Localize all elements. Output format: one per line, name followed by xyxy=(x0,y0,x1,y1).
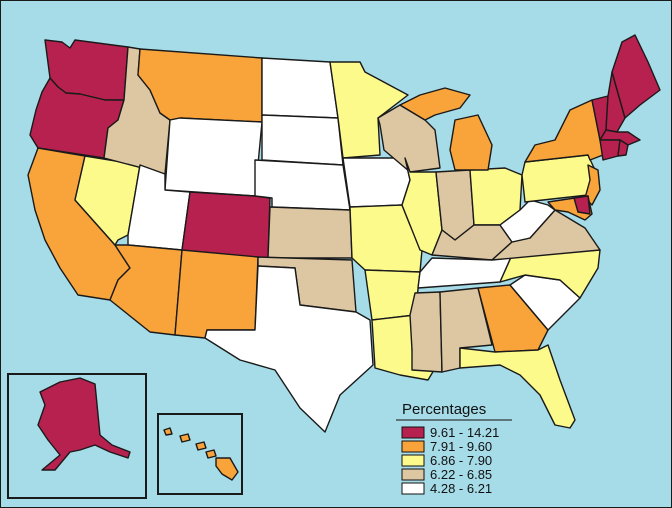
hawaii-inset-frame xyxy=(157,413,243,495)
state-de xyxy=(573,195,591,215)
state-nh xyxy=(605,71,626,133)
legend-swatch-0 xyxy=(401,426,425,439)
state-layer xyxy=(27,34,661,433)
state-tx xyxy=(204,265,374,433)
legend-label-2: 6.86 - 7.90 xyxy=(430,453,492,468)
state-wv xyxy=(499,199,556,243)
state-ga xyxy=(477,284,549,353)
state-hi-2 xyxy=(179,433,191,443)
state-sd xyxy=(261,114,344,166)
legend-label-1: 7.91 - 9.60 xyxy=(430,439,492,454)
legend-swatch-1 xyxy=(401,440,425,453)
legend-label-3: 6.22 - 6.85 xyxy=(430,467,492,482)
state-nj xyxy=(584,164,601,206)
state-ri xyxy=(617,139,629,157)
state-wy xyxy=(164,117,263,197)
state-nd xyxy=(261,57,339,119)
state-me xyxy=(611,34,661,119)
state-co xyxy=(179,191,271,259)
legend-swatch-2 xyxy=(401,454,425,467)
legend-label-4: 4.28 - 6.21 xyxy=(430,481,492,496)
state-mi-upper xyxy=(399,87,471,121)
state-ks xyxy=(267,206,353,259)
alaska-inset xyxy=(7,373,147,499)
state-fl xyxy=(459,344,576,429)
legend-swatch-4 xyxy=(401,482,425,495)
hawaii-inset xyxy=(157,413,243,495)
legend-title: Percentages xyxy=(402,401,486,418)
legend-swatch-3 xyxy=(401,468,425,481)
state-nm xyxy=(174,249,259,339)
state-pa xyxy=(521,154,596,203)
state-ms xyxy=(409,291,443,373)
state-hi-5 xyxy=(215,457,239,481)
state-hi-1 xyxy=(163,427,173,436)
legend-label-0: 9.61 - 14.21 xyxy=(430,425,499,440)
state-ak xyxy=(37,377,131,471)
state-hi-3 xyxy=(195,441,207,451)
state-il xyxy=(401,157,443,256)
state-ia xyxy=(342,157,411,208)
state-mi-lower xyxy=(449,114,493,171)
legend: Percentages 9.61 - 14.21 7.91 - 9.60 6.8… xyxy=(396,401,512,496)
state-hi-4 xyxy=(205,449,217,459)
